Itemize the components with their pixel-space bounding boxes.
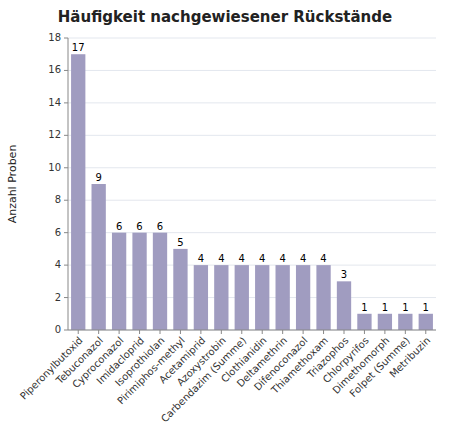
data-label: 1	[361, 302, 367, 313]
bar	[71, 54, 85, 330]
x-axis: PiperonylbutoxidTebuconazolCyproconazolI…	[18, 330, 436, 424]
tick-mark	[64, 330, 68, 331]
tick-mark	[241, 330, 242, 334]
tick-mark	[64, 297, 68, 298]
tick-label: 18	[48, 32, 61, 43]
bar	[173, 249, 187, 330]
tick-label: 12	[48, 129, 61, 140]
bar	[398, 314, 412, 330]
tick-mark	[364, 330, 365, 334]
grid-line	[68, 102, 436, 103]
bar	[92, 184, 106, 330]
tick-mark	[303, 330, 304, 334]
tick-label: 16	[48, 64, 61, 75]
tick-mark	[221, 330, 222, 334]
tick-mark	[200, 330, 201, 334]
data-labels: 17 9 6 6 6 5 4 4 4 4 4 4 4 3 1 1 1 1	[72, 42, 429, 313]
grid-line	[68, 167, 436, 168]
tick-mark	[64, 70, 68, 71]
data-label: 1	[423, 302, 429, 313]
data-label: 1	[402, 302, 408, 313]
tick-mark	[384, 330, 385, 334]
tick-label: 8	[55, 194, 61, 205]
bar	[337, 281, 351, 330]
data-label: 4	[259, 253, 265, 264]
tick-label: 4	[55, 259, 61, 270]
bar	[419, 314, 433, 330]
tick-label: 2	[55, 292, 61, 303]
data-label: 4	[239, 253, 245, 264]
data-label: 3	[341, 269, 347, 280]
data-label: 4	[198, 253, 204, 264]
tick-mark	[64, 200, 68, 201]
data-label: 6	[136, 221, 142, 232]
tick-mark	[119, 330, 120, 334]
tick-mark	[425, 330, 426, 334]
tick-mark	[160, 330, 161, 334]
tick-mark	[64, 38, 68, 39]
data-label: 5	[177, 237, 183, 248]
data-label: 17	[72, 42, 85, 53]
tick-label: Carbendazim (Summe)	[159, 335, 249, 425]
bar	[235, 265, 249, 330]
tick-mark	[64, 232, 68, 233]
data-label: 4	[218, 253, 224, 264]
chart-container: 024681012141618PiperonylbutoxidTebuconaz…	[0, 0, 450, 442]
bar	[316, 265, 330, 330]
bar	[153, 233, 167, 330]
bar	[112, 233, 126, 330]
axis-label: Anzahl Proben	[6, 145, 19, 224]
grid	[68, 38, 436, 330]
bars	[71, 54, 433, 330]
title: Häufigkeit nachgewiesener Rückstände	[58, 8, 392, 26]
data-label: 4	[320, 253, 326, 264]
bar	[296, 265, 310, 330]
bar	[357, 314, 371, 330]
tick-mark	[282, 330, 283, 334]
tick-mark	[344, 330, 345, 334]
tick-mark	[64, 167, 68, 168]
bar	[255, 265, 269, 330]
grid-line	[68, 135, 436, 136]
tick-mark	[64, 265, 68, 266]
grid-line	[68, 38, 436, 39]
data-label: 6	[116, 221, 122, 232]
data-label: 1	[382, 302, 388, 313]
data-label: 9	[95, 172, 101, 183]
tick-label: 14	[48, 97, 61, 108]
data-label: 6	[157, 221, 163, 232]
bar	[378, 314, 392, 330]
bar	[132, 233, 146, 330]
tick-mark	[323, 330, 324, 334]
y-axis: 0 2 4 6 8 10 12 14 16 18	[48, 32, 68, 335]
bar	[214, 265, 228, 330]
tick-mark	[64, 102, 68, 103]
tick-mark	[405, 330, 406, 334]
tick-label: 0	[55, 324, 61, 335]
tick-mark	[64, 135, 68, 136]
tick-mark	[180, 330, 181, 334]
chart: 024681012141618PiperonylbutoxidTebuconaz…	[0, 0, 450, 442]
tick-mark	[78, 330, 79, 334]
bar	[194, 265, 208, 330]
grid-line	[68, 200, 436, 201]
x-axis-line	[68, 330, 436, 331]
bar	[276, 265, 290, 330]
tick-label: 10	[48, 162, 61, 173]
tick-label: Metribuzin	[387, 335, 432, 380]
tick-mark	[98, 330, 99, 334]
data-label: 4	[279, 253, 285, 264]
tick-mark	[139, 330, 140, 334]
grid-line	[68, 330, 436, 331]
y-axis-line	[68, 38, 69, 330]
data-label: 4	[300, 253, 306, 264]
tick-mark	[262, 330, 263, 334]
grid-line	[68, 70, 436, 71]
tick-label: 6	[55, 227, 61, 238]
